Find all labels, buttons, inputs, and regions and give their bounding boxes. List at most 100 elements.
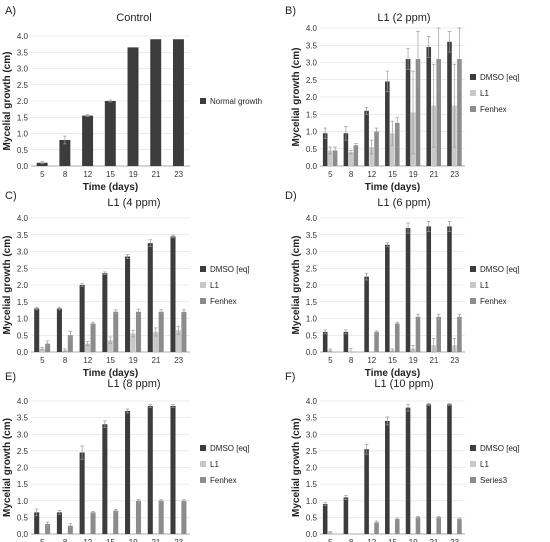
- panel-2-bar: [447, 41, 452, 166]
- panel-6-xtick-label: 15: [388, 538, 397, 542]
- panel-6-xtick-label: 5: [328, 538, 333, 542]
- panel-3-bar: [56, 308, 62, 352]
- panel-3-bar: [181, 311, 187, 352]
- panel-3-xtick-label: 19: [129, 356, 138, 365]
- panel-2-bar: [332, 150, 338, 166]
- panel-2-bar: [426, 46, 432, 166]
- panel-4-ytick-label: 2.0: [306, 281, 318, 290]
- panel-3-bar: [102, 273, 108, 352]
- panel-5-legend-label: DMSO [eq]: [210, 444, 250, 453]
- panel-4-label: D): [285, 190, 297, 202]
- panel-2-bar: [436, 59, 441, 166]
- panel-1-y-axis-label: Mycelial growth (cm): [2, 52, 13, 151]
- panel-2-bar: [369, 147, 374, 166]
- panel-5-ytick-label: 3.5: [17, 414, 29, 423]
- panel-2-ytick-label: 0.5: [306, 145, 318, 154]
- panel-5-bar: [158, 500, 164, 534]
- panel-5-ytick-label: 3.0: [17, 430, 29, 439]
- panel-3-legend-label: L1: [210, 281, 219, 290]
- panel-2-ytick-label: 2.0: [306, 93, 318, 102]
- panel-4-legend-swatch: [470, 298, 476, 304]
- panel-1-ytick-label: 4.0: [17, 32, 29, 41]
- panel-6-bar: [322, 504, 328, 534]
- panel-5-legend-swatch: [200, 445, 206, 451]
- panel-4-bar: [447, 226, 452, 352]
- panel-2-x-axis-label: Time (days): [365, 182, 420, 193]
- panel-6-bar: [457, 519, 462, 534]
- panel-1-bar: [104, 101, 116, 166]
- panel-4-xtick-label: 19: [409, 356, 418, 365]
- panel-6-ytick-label: 0.0: [306, 530, 318, 539]
- panel-5-xtick-label: 12: [83, 538, 92, 542]
- panel-1-bar: [36, 162, 48, 166]
- panel-4-bar: [405, 228, 411, 352]
- panel-1-legend-label: Normal growth: [210, 97, 262, 106]
- panel-5-title: L1 (8 ppm): [107, 378, 160, 390]
- panel-3-ytick-label: 2.5: [17, 264, 29, 273]
- panel-6-bar: [436, 517, 441, 534]
- panel-5-y-axis-label: Mycelial growth (cm): [2, 418, 13, 517]
- panel-3-legend-swatch: [200, 298, 206, 304]
- panel-6-xtick-label: 19: [409, 538, 418, 542]
- panel-1-xtick-label: 8: [63, 170, 68, 179]
- panel-2-legend-swatch: [470, 74, 476, 80]
- panel-2-ytick-label: 0.0: [306, 162, 318, 171]
- panel-4-ytick-label: 0.5: [306, 331, 318, 340]
- panel-5-bar: [125, 410, 131, 534]
- panel-2-ytick-label: 3.0: [306, 59, 318, 68]
- panel-3-legend-swatch: [200, 266, 206, 272]
- panel-3-bar: [45, 343, 51, 352]
- panel-5-bar: [79, 452, 85, 534]
- panel-4-bar: [385, 244, 390, 352]
- panel-5-bar: [147, 405, 153, 534]
- panel-4-ytick-label: 0.0: [306, 348, 318, 357]
- panel-6-bar: [364, 449, 369, 534]
- panel-3-ytick-label: 0.5: [17, 331, 29, 340]
- panel-4-x-axis-label: Time (days): [365, 368, 420, 379]
- panel-5-legend-label: L1: [210, 460, 219, 469]
- panel-2-bar: [348, 152, 354, 166]
- panel-5-xtick-label: 23: [174, 538, 183, 542]
- panel-5-bar: [135, 500, 141, 534]
- panel-3-ytick-label: 4.0: [17, 214, 29, 223]
- panel-3-ytick-label: 3.0: [17, 248, 29, 257]
- panel-4-ytick-label: 2.5: [306, 264, 318, 273]
- panel-3-bar: [175, 330, 181, 352]
- panel-5-ytick-label: 2.0: [17, 464, 29, 473]
- panel-6-bar: [374, 522, 379, 534]
- panel-1-bar: [172, 39, 184, 166]
- panel-3-bar: [107, 340, 113, 352]
- panel-2-xtick-label: 8: [349, 170, 354, 179]
- panel-2-ytick-label: 1.0: [306, 128, 318, 137]
- panel-4-bar: [436, 316, 441, 352]
- panel-2-bar: [322, 133, 328, 166]
- panel-3-ytick-label: 3.5: [17, 231, 29, 240]
- panel-1-ytick-label: 2.0: [17, 97, 29, 106]
- panel-1-xtick-label: 21: [151, 170, 160, 179]
- panel-5-ytick-label: 4.0: [17, 397, 29, 406]
- panel-2-bar: [327, 150, 333, 166]
- panel-4-bar: [364, 276, 369, 352]
- panel-3-ytick-label: 1.5: [17, 298, 29, 307]
- panel-1-bar: [82, 115, 94, 166]
- panel-3-bar: [147, 243, 153, 352]
- panel-4-bar: [343, 331, 349, 352]
- panel-1-ytick-label: 3.5: [17, 48, 29, 57]
- panel-6-ytick-label: 1.5: [306, 480, 318, 489]
- panel-5-bar: [170, 405, 176, 534]
- panel-1-ytick-label: 1.0: [17, 130, 29, 139]
- panel-5-legend-swatch: [200, 477, 206, 483]
- panel-4-y-axis-label: Mycelial growth (cm): [291, 236, 302, 335]
- panel-1-ytick-label: 3.0: [17, 65, 29, 74]
- panel-4-legend-swatch: [470, 266, 476, 272]
- panel-1-ytick-label: 0.5: [17, 146, 29, 155]
- panel-3-xtick-label: 23: [174, 356, 183, 365]
- panel-3-bar: [85, 343, 91, 352]
- panel-4-legend-label: Fenhex: [480, 297, 507, 306]
- panel-2-bar: [457, 59, 462, 166]
- panel-2-bar: [385, 81, 390, 166]
- panel-5-xtick-label: 8: [63, 538, 68, 542]
- panel-4-bar: [457, 316, 462, 352]
- panel-2-title: L1 (2 ppm): [377, 12, 430, 24]
- panel-6-bar: [343, 497, 349, 534]
